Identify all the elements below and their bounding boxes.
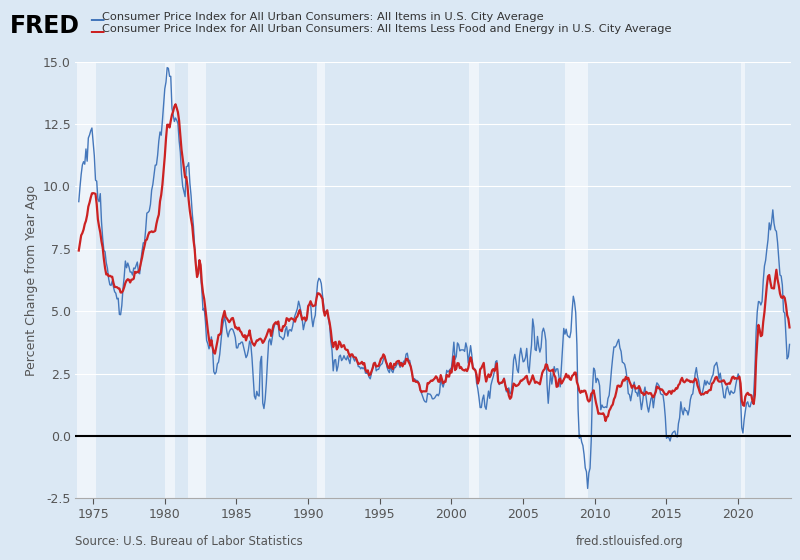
Bar xyxy=(741,62,746,498)
Text: Source: U.S. Bureau of Labor Statistics: Source: U.S. Bureau of Labor Statistics xyxy=(75,535,303,548)
Text: Consumer Price Index for All Urban Consumers: All Items Less Food and Energy in : Consumer Price Index for All Urban Consu… xyxy=(102,24,672,34)
Bar xyxy=(165,62,175,498)
Bar xyxy=(317,62,326,498)
Bar xyxy=(469,62,478,498)
Bar xyxy=(78,62,96,498)
Text: fred.stlouisfed.org: fred.stlouisfed.org xyxy=(576,535,684,548)
Text: Consumer Price Index for All Urban Consumers: All Items in U.S. City Average: Consumer Price Index for All Urban Consu… xyxy=(102,12,544,22)
Text: —: — xyxy=(90,12,105,27)
Bar xyxy=(188,62,206,498)
Text: FRED: FRED xyxy=(10,14,79,38)
Y-axis label: Percent Change from Year Ago: Percent Change from Year Ago xyxy=(25,184,38,376)
Bar xyxy=(565,62,588,498)
Text: —: — xyxy=(90,24,105,39)
